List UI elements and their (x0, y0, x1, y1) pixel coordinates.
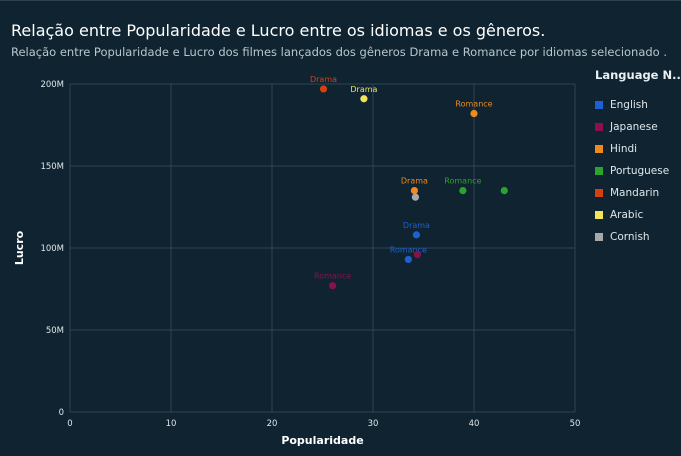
x-tick-label: 30 (368, 419, 379, 429)
legend-item[interactable]: English (595, 94, 669, 116)
data-point[interactable] (470, 109, 478, 118)
legend-swatch (595, 123, 603, 131)
data-label: Drama (350, 85, 377, 94)
legend-label: Hindi (610, 143, 638, 155)
y-tick-label: 0 (59, 408, 64, 418)
x-tick-label: 50 (570, 419, 581, 429)
data-point[interactable] (459, 187, 467, 195)
legend-label: Portuguese (610, 165, 670, 177)
data-point[interactable] (319, 85, 328, 93)
legend-swatch (595, 211, 603, 219)
data-point[interactable] (412, 231, 421, 239)
data-label: Romance (314, 272, 351, 281)
x-tick-label: 10 (166, 419, 177, 429)
legend-label: English (610, 99, 648, 111)
y-tick-label: 100M (40, 244, 64, 254)
data-point[interactable] (329, 282, 337, 290)
legend-title: Language N... (595, 68, 681, 82)
legend-item[interactable]: Japanese (595, 116, 669, 138)
data-point[interactable] (500, 187, 508, 195)
legend-item[interactable]: Arabic (595, 204, 669, 226)
legend-item[interactable]: Cornish (595, 226, 669, 248)
data-point[interactable] (410, 187, 419, 195)
y-tick-label: 200M (40, 80, 64, 90)
chart-subtitle: Relação entre Popularidade e Lucro dos f… (11, 45, 668, 59)
legend-item[interactable]: Hindi (595, 138, 669, 160)
data-point[interactable] (411, 193, 420, 201)
data-label: Drama (403, 221, 430, 230)
legend-swatch (595, 233, 603, 241)
x-tick-label: 0 (67, 419, 72, 429)
legend-label: Mandarin (610, 187, 660, 199)
data-label: Drama (401, 177, 428, 186)
legend-item[interactable]: Mandarin (595, 182, 669, 204)
chart-title: Relação entre Popularidade e Lucro entre… (11, 21, 546, 40)
data-point[interactable] (404, 255, 412, 264)
data-point[interactable] (413, 250, 422, 259)
x-tick-label: 40 (469, 419, 480, 429)
data-label: Romance (390, 245, 427, 254)
legend-item[interactable]: Portuguese (595, 160, 669, 182)
data-label: Romance (444, 177, 481, 186)
legend-swatch (595, 101, 603, 109)
legend-swatch (595, 167, 603, 175)
legend-swatch (595, 145, 603, 153)
legend-label: Japanese (610, 121, 658, 133)
x-axis-label: Popularidade (281, 434, 363, 447)
data-point[interactable] (360, 95, 368, 103)
y-tick-label: 50M (46, 326, 64, 336)
legend-label: Arabic (610, 209, 644, 221)
y-tick-label: 150M (40, 162, 64, 172)
data-label: Drama (310, 75, 337, 84)
y-axis-label: Lucro (13, 230, 26, 265)
data-points[interactable]: Drama Romance Romance Drama Romance Romance Dr… (310, 75, 508, 290)
legend-swatch (595, 189, 603, 197)
legend-label: Cornish (610, 231, 650, 243)
legend[interactable]: English Japanese Hindi Portuguese Mandarin Ar… (595, 94, 669, 248)
data-label: Romance (455, 100, 492, 109)
gridlines (69, 83, 576, 413)
axis-ticks: 0 50M 100M 150M 200M 0 10 20 30 40 50 (40, 80, 580, 429)
x-tick-label: 20 (267, 419, 278, 429)
